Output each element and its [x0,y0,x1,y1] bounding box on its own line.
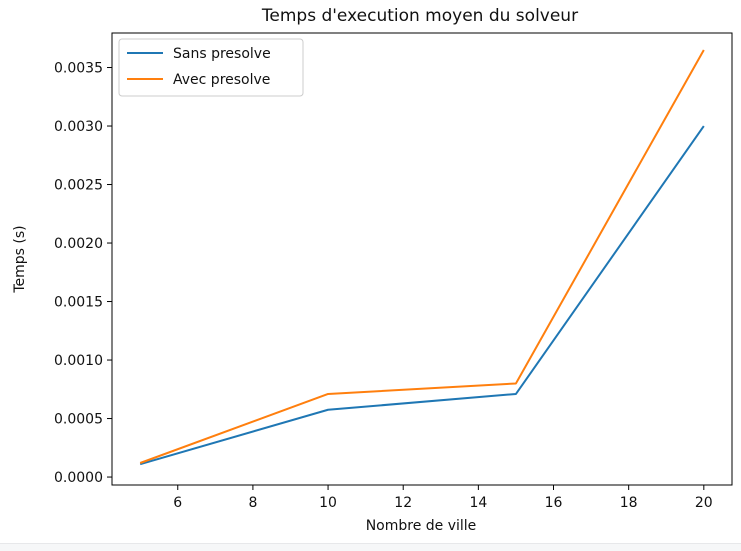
window-bottom-strip [0,543,741,551]
y-tick-label: 0.0020 [54,236,103,252]
y-tick-label: 0.0025 [54,178,103,194]
plot-area [111,32,733,486]
y-axis-label: Temps (s) [12,225,28,293]
x-tick-label: 8 [248,495,257,511]
x-tick-label: 20 [695,495,713,511]
x-tick-label: 16 [545,495,563,511]
y-axis-ticks: 0.0000 0.0005 0.0010 0.0015 0.0020 0.0025 0.00… [54,61,112,486]
x-tick-label: 12 [394,495,412,511]
legend-label-sans-presolve: Sans presolve [173,46,271,62]
series-layer [139,49,705,466]
y-tick-label: 0.0010 [54,353,103,369]
x-tick-label: 6 [173,495,182,511]
x-tick-label: 18 [620,495,638,511]
series-line-sans-presolve [139,125,705,466]
legend-label-avec-presolve: Avec presolve [173,72,270,88]
plot-frame [111,32,733,486]
x-axis-ticks: 6 8 10 12 14 16 18 20 [173,485,713,511]
x-tick-label: 14 [469,495,487,511]
x-axis-label: Nombre de ville [366,518,477,534]
x-tick-label: 10 [319,495,337,511]
legend-box [118,38,304,97]
y-tick-label: 0.0035 [54,61,103,77]
series-line-avec-presolve [139,49,705,464]
chart-title: Temps d'execution moyen du solveur [261,6,578,26]
y-tick-label: 0.0030 [54,119,103,135]
y-tick-label: 0.0015 [54,295,103,311]
y-tick-label: 0.0005 [54,412,103,428]
y-tick-label: 0.0000 [54,470,103,486]
legend: Sans presolve Avec presolve [118,38,304,97]
